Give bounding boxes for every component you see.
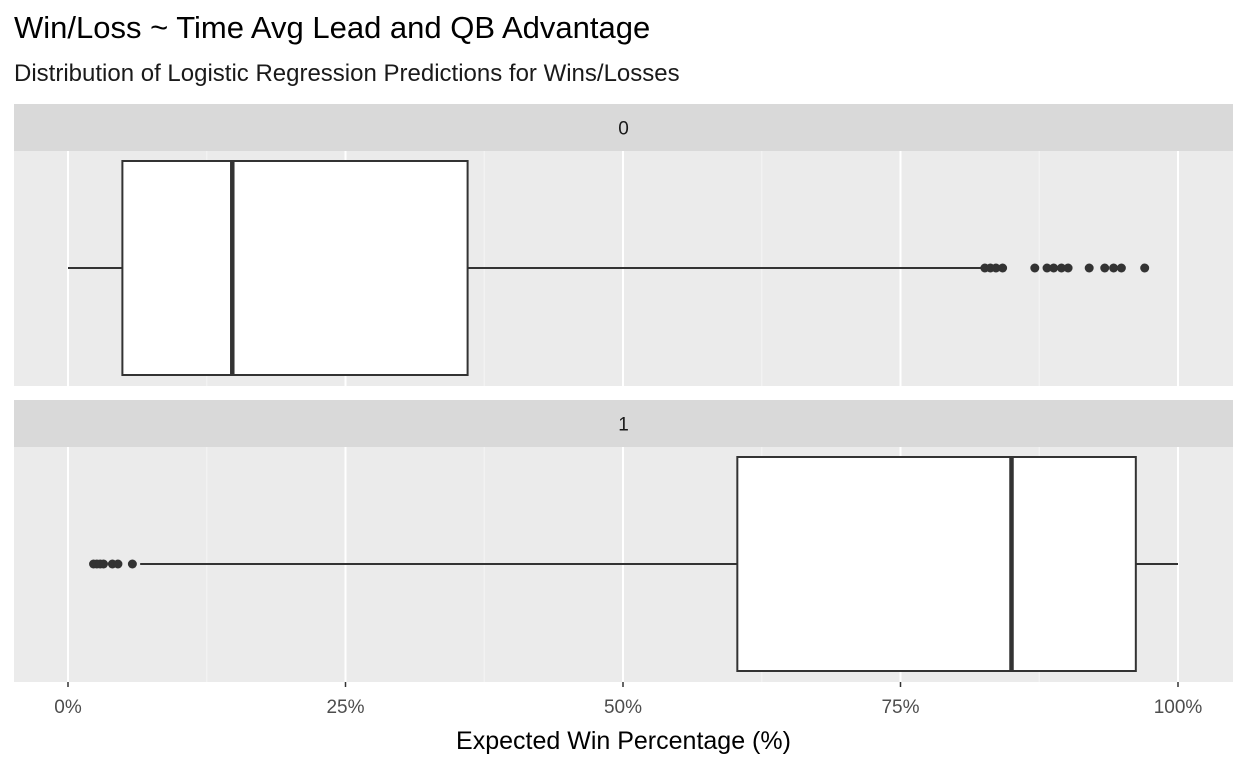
outlier-point	[1049, 263, 1059, 273]
chart-title: Win/Loss ~ Time Avg Lead and QB Advantag…	[14, 10, 651, 45]
outlier-point	[1030, 263, 1040, 273]
facet-strip-label: 1	[618, 415, 629, 436]
outlier-point	[1042, 263, 1052, 273]
x-axis-title: Expected Win Percentage (%)	[456, 727, 791, 755]
outlier-point	[1116, 263, 1126, 273]
outlier-point	[991, 263, 1001, 273]
x-tick-label: 75%	[881, 697, 919, 718]
outlier-point	[1056, 263, 1066, 273]
outlier-point	[1109, 263, 1119, 273]
outlier-point	[113, 559, 123, 569]
chart-subtitle: Distribution of Logistic Regression Pred…	[14, 60, 680, 87]
outlier-point	[127, 559, 137, 569]
outlier-point	[1100, 263, 1110, 273]
x-tick-label: 0%	[54, 697, 82, 718]
outlier-point	[998, 263, 1008, 273]
x-tick-label: 25%	[326, 697, 364, 718]
outlier-point	[1063, 263, 1073, 273]
outlier-point	[1140, 263, 1150, 273]
box-iqr	[121, 160, 469, 376]
facet-strip	[14, 104, 1233, 151]
outlier-point	[1084, 263, 1094, 273]
outlier-point	[99, 559, 109, 569]
box-iqr	[736, 456, 1137, 672]
x-tick-label: 100%	[1154, 697, 1203, 718]
x-tick-label: 50%	[604, 697, 642, 718]
facet-strip-label: 0	[618, 119, 629, 140]
facet-strip	[14, 400, 1233, 447]
